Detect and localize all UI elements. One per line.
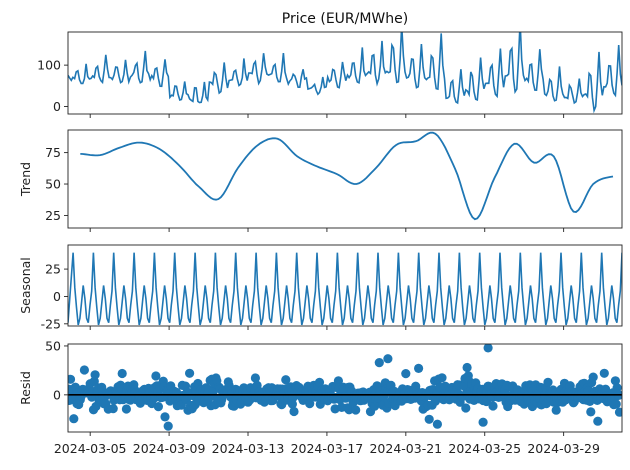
resid-point	[281, 375, 291, 385]
resid-point	[79, 365, 89, 375]
resid-point	[153, 402, 163, 412]
trend-ytick-label: 75	[45, 145, 61, 160]
panel-trend: 25 50 75 Trend	[18, 129, 623, 232]
resid-point	[69, 414, 79, 424]
observed-ytick-label: 0	[53, 99, 61, 114]
xtick-label: 2024-03-21	[369, 441, 442, 456]
trend-line	[80, 131, 614, 221]
resid-point	[117, 368, 127, 379]
resid-frame	[67, 343, 623, 433]
resid-point	[250, 373, 260, 383]
resid-point	[151, 371, 161, 381]
resid-point	[185, 368, 195, 378]
observed-price-line	[68, 32, 622, 114]
resid-outlier-point	[424, 414, 434, 424]
resid-point	[585, 396, 595, 406]
panel-observed: 0 100 Price (EUR/MWhe)	[37, 11, 623, 118]
resid-ytick-label: 0	[53, 387, 61, 402]
resid-point	[68, 374, 76, 384]
resid-point	[543, 377, 553, 387]
seasonal-ytick-label: 0	[53, 289, 61, 304]
observed-ytick-label: 100	[37, 58, 61, 73]
resid-outlier-point	[383, 354, 393, 364]
resid-point	[314, 377, 325, 387]
resid-point	[351, 405, 361, 415]
trend-ytick-label: 25	[45, 208, 61, 223]
seasonal-line	[68, 252, 622, 326]
resid-point	[461, 403, 471, 413]
resid-point	[90, 370, 100, 380]
resid-points	[68, 344, 622, 431]
resid-point	[160, 412, 170, 422]
resid-outlier-point	[593, 416, 603, 426]
resid-point	[344, 405, 354, 415]
resid-point	[108, 404, 118, 414]
resid-outlier-point	[414, 363, 424, 373]
xtick-label: 2024-03-25	[448, 441, 521, 456]
seasonal-frame	[67, 244, 623, 327]
resid-point	[333, 376, 343, 386]
seasonal-ytick-label: -25	[41, 316, 61, 331]
resid-point	[488, 401, 498, 411]
trend-frame	[67, 129, 623, 229]
resid-point	[401, 369, 411, 379]
resid-outlier-point	[462, 362, 472, 373]
resid-outlier-point	[374, 358, 384, 368]
resid-point	[610, 376, 621, 386]
resid-ylabel: Resid	[18, 371, 33, 405]
xtick-label: 2024-03-17	[291, 441, 364, 456]
xtick-label: 2024-03-09	[133, 441, 206, 456]
resid-outlier-point	[599, 368, 609, 378]
seasonal-ylabel: Seasonal	[18, 257, 33, 314]
resid-point	[586, 407, 596, 417]
resid-outlier-point	[483, 344, 493, 353]
xtick-label: 2024-03-29	[527, 441, 600, 456]
resid-ytick-label: 50	[45, 338, 61, 353]
resid-point	[614, 407, 622, 417]
resid-point	[121, 404, 131, 414]
xtick-label: 2024-03-13	[212, 441, 285, 456]
observed-frame	[67, 31, 623, 115]
resid-point	[289, 406, 299, 417]
resid-point	[551, 405, 561, 415]
resid-outlier-point	[432, 419, 442, 429]
xtick-label: 2024-03-05	[54, 441, 127, 456]
resid-point	[588, 372, 598, 382]
resid-point	[437, 373, 447, 383]
resid-outlier-point	[163, 421, 173, 431]
seasonal-ytick-label: 25	[45, 262, 61, 277]
panel-resid: 0 50 2024-03-05 2024-03-09 2024-03-13 2024-03…	[18, 338, 623, 456]
resid-point	[611, 399, 621, 409]
panel-seasonal: -25 0 25 Seasonal	[18, 244, 623, 331]
trend-ytick-label: 50	[45, 177, 61, 192]
trend-ylabel: Trend	[18, 162, 33, 197]
chart-title: Price (EUR/MWhe)	[282, 11, 408, 27]
resid-outlier-point	[478, 417, 488, 427]
